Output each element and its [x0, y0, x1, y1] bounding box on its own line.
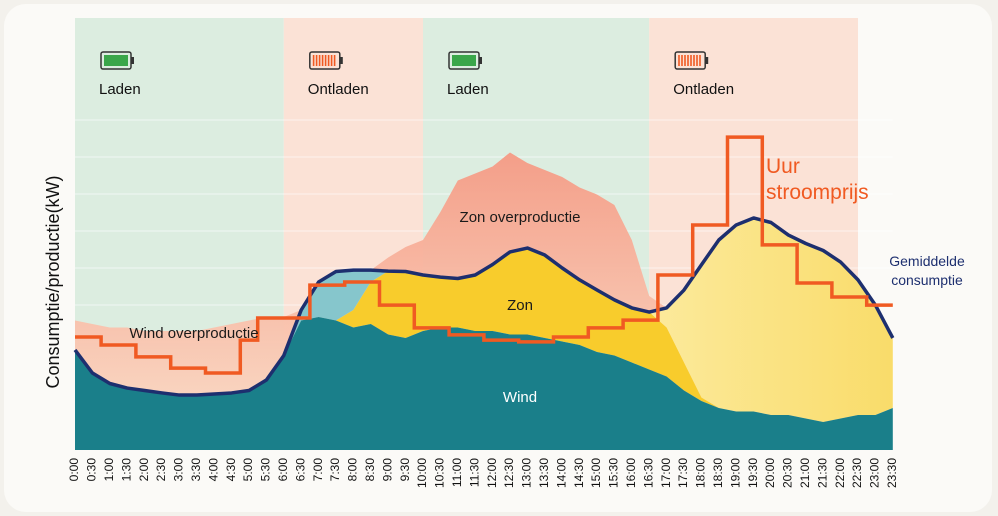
- x-tick-label: 23:30: [885, 458, 899, 488]
- annotation: Zon overproductie: [459, 209, 581, 226]
- annotation: Wind overproductie: [129, 325, 259, 342]
- x-tick-label: 20:00: [763, 458, 777, 488]
- x-tick-label: 18:00: [694, 458, 708, 488]
- x-tick-label: 19:30: [746, 458, 760, 488]
- x-tick-label: 22:00: [833, 458, 847, 488]
- chart-card: Laden Ontladen Laden Ontladen 0:00 0:30 1:00 1…: [4, 4, 992, 512]
- battery-icon: [327, 55, 330, 66]
- annotation: Wind: [502, 389, 538, 406]
- x-tick-label: 1:00: [102, 458, 116, 482]
- battery-icon: [315, 55, 318, 66]
- x-tick-label: 11:00: [450, 458, 464, 487]
- x-tick-label: 16:30: [641, 458, 655, 488]
- band-label: Ontladen: [673, 81, 734, 98]
- x-tick-label: 15:30: [607, 458, 621, 488]
- x-tick-label: 13:30: [537, 458, 551, 488]
- x-tick-label: 7:30: [328, 458, 342, 482]
- chart: Laden Ontladen Laden Ontladen 0:00 0:30 1:00 1…: [43, 18, 899, 488]
- battery-icon: [339, 57, 343, 64]
- annotation: Zon: [507, 297, 533, 314]
- battery-icon: [452, 55, 476, 66]
- x-tick-label: 10:30: [433, 458, 447, 488]
- battery-icon: [312, 55, 315, 66]
- x-tick-label: 23:00: [868, 458, 882, 488]
- x-tick-label: 12:30: [502, 458, 516, 488]
- x-tick-label: 9:30: [398, 458, 412, 482]
- battery-icon: [330, 55, 333, 66]
- x-tick-label: 11:30: [467, 458, 481, 487]
- battery-icon: [705, 57, 709, 64]
- x-tick-label: 0:30: [85, 458, 99, 482]
- x-tick-label: 15:00: [589, 458, 603, 488]
- x-tick-label: 21:30: [815, 458, 829, 488]
- x-tick-label: 3:00: [172, 458, 186, 482]
- y-axis-label: Consumptie/productie(kW): [43, 175, 63, 388]
- series-label: Uur stroomprijs: [766, 155, 869, 204]
- overproduction-area: [75, 152, 893, 396]
- x-tick-label: 4:00: [206, 458, 220, 482]
- x-tick-label: 1:30: [119, 458, 133, 482]
- battery-icon: [678, 55, 680, 66]
- battery-icon: [104, 55, 128, 66]
- battery-icon: [479, 57, 482, 64]
- x-tick-label: 20:30: [781, 458, 795, 488]
- x-tick-label: 8:30: [363, 458, 377, 482]
- battery-icon: [690, 55, 692, 66]
- battery-icon: [693, 55, 695, 66]
- battery-icon: [321, 55, 324, 66]
- x-tick-label: 6:00: [276, 458, 290, 482]
- x-tick-label: 2:30: [154, 458, 168, 482]
- price-line: [75, 135, 893, 375]
- battery-icon: [131, 57, 134, 64]
- battery-icon: [318, 55, 321, 66]
- x-tick-label: 8:00: [346, 458, 360, 482]
- battery-icon: [699, 55, 701, 66]
- sun-area: [75, 248, 893, 422]
- x-tick-label: 9:00: [380, 458, 394, 482]
- x-tick-label: 3:30: [189, 458, 203, 482]
- x-tick-label: 10:00: [415, 458, 429, 488]
- x-tick-label: 13:00: [520, 458, 534, 488]
- battery-icon: [681, 55, 683, 66]
- x-tick-label: 12:00: [485, 458, 499, 488]
- x-tick-label: 19:00: [728, 458, 742, 488]
- wind-area: [75, 317, 893, 450]
- x-tick-label: 16:00: [624, 458, 638, 488]
- battery-area: [75, 217, 893, 422]
- series-label: Gemiddelde consumptie: [889, 253, 965, 288]
- x-tick-label: 5:30: [259, 458, 273, 482]
- x-tick-label: 18:30: [711, 458, 725, 488]
- x-tick-label: 2:00: [137, 458, 151, 482]
- x-tick-label: 5:00: [241, 458, 255, 482]
- battery-icon: [333, 55, 336, 66]
- battery-icon: [324, 55, 327, 66]
- x-tick-label: 22:30: [850, 458, 864, 488]
- x-tick-label: 14:00: [554, 458, 568, 488]
- band-label: Ontladen: [308, 81, 369, 98]
- x-tick-label: 17:00: [659, 458, 673, 488]
- x-tick-label: 14:30: [572, 458, 586, 488]
- x-tick-label: 6:30: [293, 458, 307, 482]
- band-label: Laden: [99, 81, 141, 98]
- x-tick-label: 4:30: [224, 458, 238, 482]
- battery-icon: [687, 55, 689, 66]
- x-tick-label: 7:00: [311, 458, 325, 482]
- x-tick-label: 17:30: [676, 458, 690, 488]
- x-tick-label: 21:00: [798, 458, 812, 488]
- consumption-line: [73, 216, 895, 397]
- x-tick-label: 0:00: [67, 458, 81, 482]
- battery-icon: [696, 55, 698, 66]
- band-label: Laden: [447, 81, 489, 98]
- battery-icon: [684, 55, 686, 66]
